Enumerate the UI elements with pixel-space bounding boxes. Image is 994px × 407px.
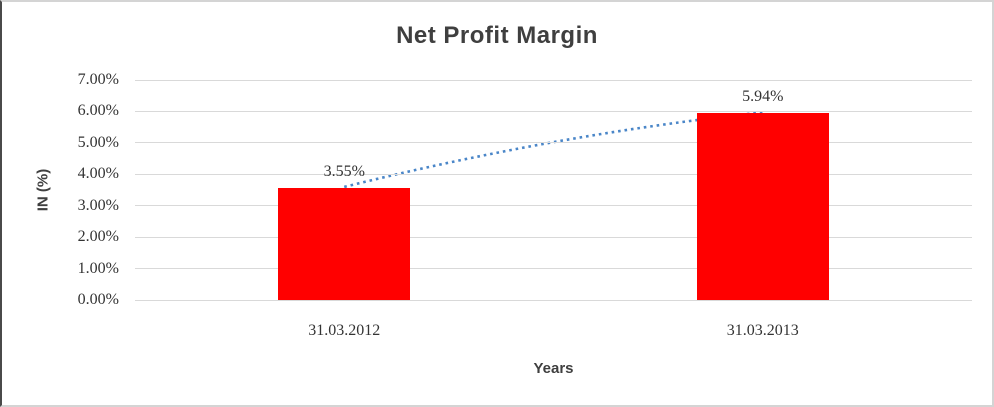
- y-axis-tick-label: 0.00%: [77, 291, 119, 308]
- data-label: 3.55%: [323, 163, 365, 181]
- y-axis-tick-label: 4.00%: [77, 165, 119, 183]
- gridline: [135, 236, 972, 238]
- bar-31.03.2012[interactable]: [278, 188, 411, 300]
- gridline: [135, 142, 972, 144]
- plot-area: [135, 79, 972, 301]
- x-axis-category-label: 31.03.2012: [308, 322, 381, 339]
- gridline: [135, 110, 972, 112]
- data-label: 5.94%: [742, 88, 784, 106]
- x-axis-category-label: 31.03.2013: [726, 322, 799, 339]
- gridline: [135, 79, 972, 81]
- y-axis-tick-label: 5.00%: [77, 133, 119, 151]
- gridline: [135, 268, 972, 270]
- x-axis-title: Years: [533, 360, 574, 377]
- chart-title: Net Profit Margin: [396, 22, 598, 49]
- gridline: [135, 205, 972, 207]
- gridline: [135, 299, 972, 301]
- y-axis-tick-label: 7.00%: [77, 71, 119, 88]
- trendline[interactable]: [135, 80, 972, 300]
- y-axis-tick-label: 1.00%: [77, 259, 119, 277]
- y-axis-tick-label: 3.00%: [77, 196, 119, 214]
- y-axis-tick-label: 2.00%: [77, 228, 119, 246]
- gridline: [135, 173, 972, 175]
- bar-31.03.2013[interactable]: [696, 113, 829, 300]
- y-axis-tick-label: 6.00%: [77, 102, 119, 120]
